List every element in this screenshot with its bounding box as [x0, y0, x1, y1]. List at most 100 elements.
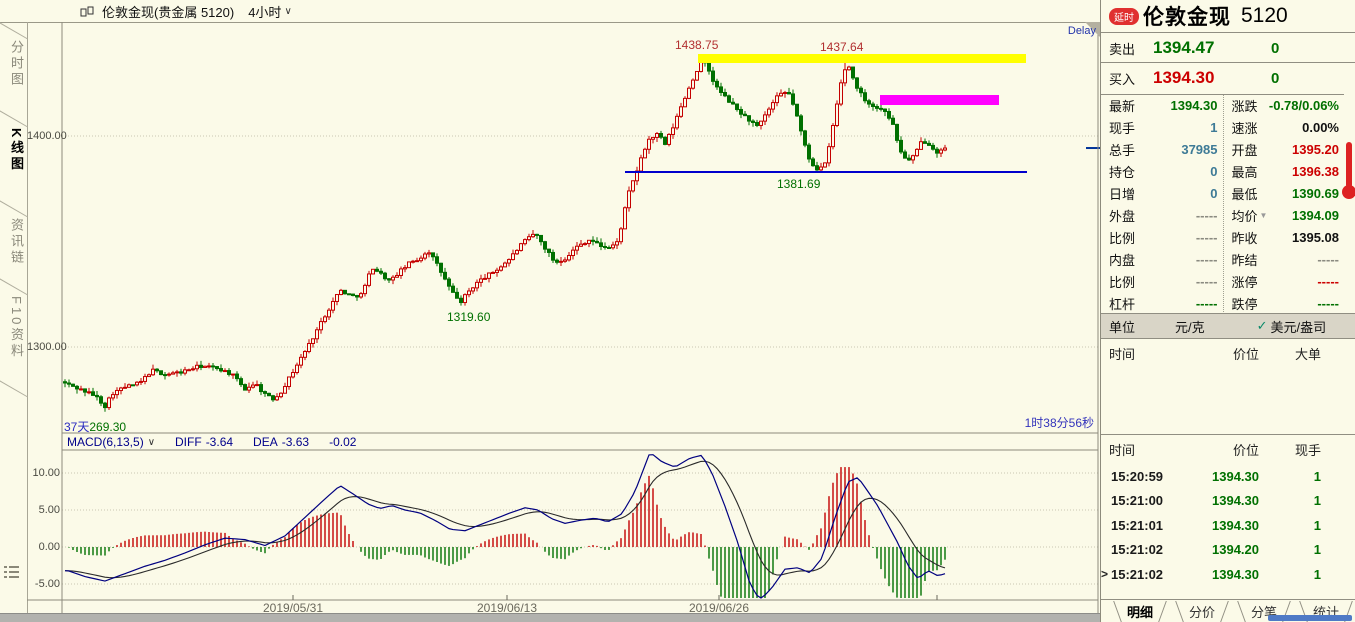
- stat-label: 现手: [1109, 121, 1136, 137]
- unit-selector-row: 单位 元/克 ✓ 美元/盎司: [1101, 313, 1355, 339]
- stat-value: 1390.69: [1292, 186, 1339, 202]
- chart-header-bar: 伦敦金现(贵金属 5120) 4小时 ∨: [0, 0, 1100, 23]
- annotation-low-days: 37天: [64, 420, 90, 434]
- tick-row[interactable]: 15:21:00 1394.30 1: [1101, 489, 1344, 514]
- tick-row[interactable]: 15:20:59 1394.30 1: [1101, 464, 1344, 489]
- corner-fold-decoration: [1085, 22, 1100, 37]
- quote-panel: 延时 伦敦金现 5120 卖出 1394.47 0 买入 1394.30 0 最…: [1100, 0, 1355, 622]
- tick-table[interactable]: 15:20:59 1394.30 1 15:21:00 1394.30 1 15:21:01…: [1101, 464, 1344, 587]
- stat-label: 昨结: [1231, 252, 1258, 268]
- annotation-peak1: 1438.75: [675, 38, 719, 52]
- quote-symbol-code: 5120: [1241, 4, 1288, 27]
- stat-value: 1: [1210, 120, 1218, 136]
- stat-label: 比例: [1109, 230, 1136, 246]
- panel-tab-分价[interactable]: 分价: [1177, 601, 1227, 622]
- dea-value: -3.63: [281, 435, 310, 449]
- horizontal-scrollbar[interactable]: [0, 613, 1110, 622]
- quote-title-row: 延时 伦敦金现 5120: [1101, 0, 1355, 32]
- annotation-low: 37天269.30: [64, 418, 126, 435]
- candlestick-window-icon: [80, 6, 96, 17]
- tick-volume: 1: [1313, 468, 1321, 484]
- panel-scrollbar-thumb[interactable]: [1346, 142, 1352, 188]
- stat-label: 总手: [1109, 143, 1136, 159]
- bid-row[interactable]: 买入 1394.30 0: [1101, 62, 1355, 93]
- delay-label: Delay: [1067, 25, 1096, 37]
- tick-row[interactable]: >15:21:02 1394.30 1: [1101, 562, 1344, 587]
- section-divider: [1101, 434, 1355, 435]
- stat-row-日增: 日增 0: [1101, 183, 1223, 205]
- tick-time: 15:21:02: [1111, 566, 1164, 582]
- chart-area[interactable]: 1400.00 1300.00 10.00 5.00 0.00 -5.00 20…: [27, 22, 1100, 615]
- ask-qty: 0: [1271, 39, 1280, 57]
- tab-divider: [0, 21, 28, 40]
- tab-divider: [0, 199, 28, 218]
- stat-value: -----: [1317, 273, 1339, 289]
- stat-value: -----: [1195, 273, 1218, 289]
- stat-label: 昨收: [1231, 230, 1258, 246]
- stat-label: 最新: [1109, 99, 1136, 115]
- stat-label: 涨停: [1231, 274, 1258, 290]
- stat-value: -----: [1195, 229, 1218, 245]
- macd-indicator-name[interactable]: MACD(6,13,5): [67, 435, 144, 449]
- tab-divider: [0, 277, 28, 296]
- stat-label: 杠杆: [1109, 296, 1136, 312]
- current-row-marker: >: [1101, 567, 1109, 582]
- tick-row[interactable]: 15:21:01 1394.30 1: [1101, 513, 1344, 538]
- kline-macd-chart[interactable]: [27, 22, 1100, 613]
- col-bigorder: 大单: [1294, 347, 1321, 362]
- stat-row-比例: 比例 -----: [1101, 270, 1223, 292]
- unit-label: 单位: [1109, 319, 1136, 335]
- tick-price: 1394.30: [1212, 517, 1259, 533]
- stat-label: 最高: [1231, 165, 1258, 181]
- tick-row[interactable]: 15:21:02 1394.20 1: [1101, 538, 1344, 563]
- macd-indicator-header: MACD(6,13,5) ∨ DIFF -3.64 DEA -3.63 -0.0…: [67, 434, 356, 450]
- quote-symbol-name: 伦敦金现: [1143, 6, 1231, 29]
- delay-badge: 延时: [1109, 7, 1139, 25]
- unit-option-yuan-gram[interactable]: 元/克: [1175, 319, 1205, 335]
- stat-label: 日增: [1109, 187, 1136, 203]
- section-divider: [1101, 599, 1355, 600]
- stat-row-昨结: 昨结 -----: [1224, 248, 1345, 270]
- stat-value: -----: [1317, 295, 1339, 311]
- col-price: 价位: [1232, 347, 1259, 362]
- y-axis-label-1300: 1300.00: [27, 341, 67, 353]
- panel-tab-明细[interactable]: 明细: [1115, 601, 1165, 622]
- x-axis-date-1: 2019/05/31: [262, 601, 324, 615]
- period-label: 4小时: [248, 4, 282, 20]
- period-selector[interactable]: 4小时 ∨: [248, 2, 292, 21]
- tick-price: 1394.30: [1212, 493, 1259, 509]
- stat-row-最高: 最高 1396.38: [1224, 161, 1345, 183]
- ask-price: 1394.47: [1153, 38, 1215, 57]
- chevron-down-icon[interactable]: ∨: [147, 436, 156, 448]
- check-icon: ✓: [1256, 318, 1268, 333]
- sidebar-tab-news[interactable]: 资讯链: [9, 218, 24, 266]
- stat-row-涨跌: 涨跌 -0.78/0.06%: [1224, 95, 1345, 117]
- stat-row-总手: 总手 37985: [1101, 139, 1223, 161]
- symbol-title[interactable]: 伦敦金现(贵金属 5120): [102, 4, 235, 20]
- stat-label: 速涨: [1231, 121, 1258, 137]
- sidebar-tab-kline[interactable]: K线图: [9, 128, 24, 173]
- stat-row-开盘: 开盘 1395.20: [1224, 139, 1345, 161]
- ask-label: 卖出: [1109, 41, 1136, 57]
- panel-scrollbar-ball[interactable]: [1342, 185, 1355, 199]
- tick-volume: 1: [1313, 493, 1321, 509]
- stat-value: -----: [1317, 251, 1339, 267]
- stat-label: 涨跌: [1231, 99, 1258, 115]
- sidebar-tab-timeshare[interactable]: 分时图: [9, 40, 24, 88]
- stat-value: 1394.30: [1170, 98, 1218, 114]
- ask-row[interactable]: 卖出 1394.47 0: [1101, 32, 1355, 63]
- sidebar-tab-f10[interactable]: F10资料: [9, 296, 24, 360]
- triangle-down-icon[interactable]: ▼: [1259, 210, 1268, 220]
- unit-option-usd-ounce[interactable]: 美元/盎司: [1270, 319, 1327, 335]
- tick-price: 1394.30: [1212, 468, 1259, 484]
- macd-axis-label-0: 0.00: [38, 541, 60, 553]
- stat-row-内盘: 内盘 -----: [1101, 248, 1223, 270]
- y-axis-label-1400: 1400.00: [27, 130, 67, 142]
- stat-label: 持仓: [1109, 165, 1136, 181]
- stat-label: 开盘: [1231, 143, 1258, 159]
- list-icon[interactable]: [3, 564, 20, 582]
- stat-value: 1396.38: [1292, 164, 1339, 180]
- stats-left-column: 最新 1394.30 现手 1 总手 37985 持仓 0 日增 0 外盘 ----- 比例 ----- 内…: [1101, 95, 1223, 314]
- stat-row-最低: 最低 1390.69: [1224, 183, 1345, 205]
